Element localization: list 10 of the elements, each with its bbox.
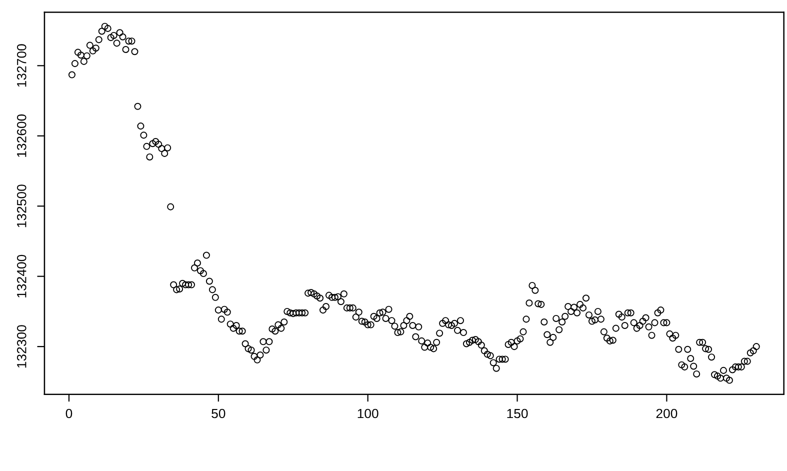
y-tick-label: 132700 [16, 44, 26, 87]
x-tick-label: 100 [358, 408, 378, 418]
y-tick-label: 132400 [16, 254, 26, 298]
x-tick-label: 50 [212, 408, 226, 418]
x-tick-label: 0 [66, 408, 72, 418]
y-tick-label: 132300 [16, 325, 26, 368]
y-tick-label: 132600 [16, 114, 26, 157]
x-tick-label: 150 [507, 408, 528, 418]
x-tick-label: 200 [656, 408, 678, 418]
y-tick-label: 132500 [16, 184, 26, 228]
